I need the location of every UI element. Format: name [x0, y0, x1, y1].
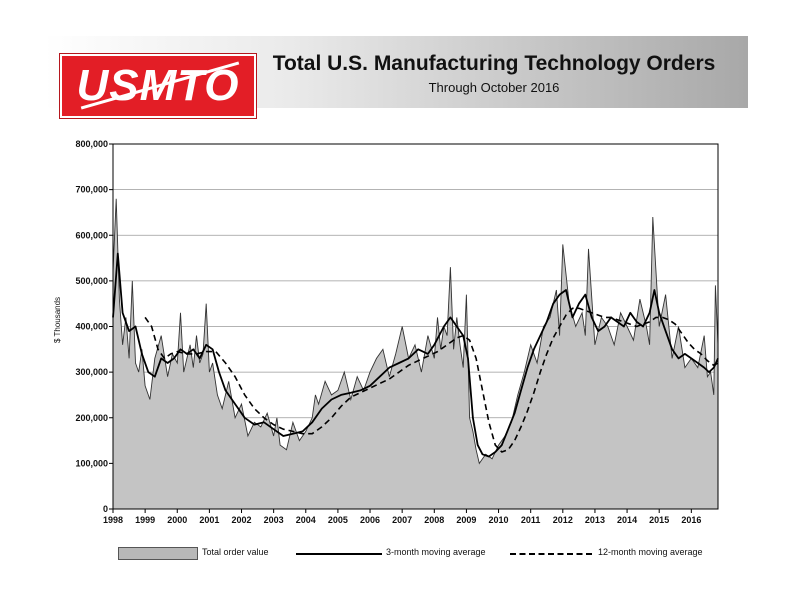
x-tick-label: 2007	[392, 515, 412, 525]
x-tick-label: 2010	[489, 515, 509, 525]
x-tick-label: 2014	[617, 515, 637, 525]
y-tick-label: 400,000	[75, 322, 108, 332]
x-axis-ticks: 1998 1999 2000 2001 2002 2003 2004 2005 2006 2007…	[103, 509, 701, 525]
legend-label-ma3: 3-month moving average	[386, 547, 486, 557]
y-tick-label: 500,000	[75, 276, 108, 286]
y-tick-label: 0	[103, 504, 108, 514]
x-tick-label: 1998	[103, 515, 123, 525]
legend-swatch-ma3	[296, 553, 382, 555]
x-tick-label: 2009	[456, 515, 476, 525]
x-tick-label: 2003	[264, 515, 284, 525]
series-3-month-ma	[112, 252, 719, 458]
legend-label-ma12: 12-month moving average	[598, 547, 703, 557]
y-tick-label: 800,000	[75, 139, 108, 149]
legend-label-total: Total order value	[202, 547, 269, 557]
series-total-order-line	[112, 198, 719, 465]
x-tick-label: 2000	[167, 515, 187, 525]
y-tick-label: 300,000	[75, 367, 108, 377]
x-tick-label: 2015	[649, 515, 669, 525]
x-tick-label: 2004	[296, 515, 316, 525]
legend-swatch-ma12	[510, 553, 592, 555]
chart-title: Total U.S. Manufacturing Technology Orde…	[272, 52, 716, 75]
area-layer	[112, 198, 719, 510]
x-tick-label: 2012	[553, 515, 573, 525]
x-tick-label: 2013	[585, 515, 605, 525]
y-tick-label: 600,000	[75, 230, 108, 240]
x-tick-label: 2006	[360, 515, 380, 525]
legend-swatch-total	[118, 547, 198, 560]
x-tick-label: 2001	[199, 515, 219, 525]
x-tick-label: 2005	[328, 515, 348, 525]
y-tick-label: 700,000	[75, 185, 108, 195]
chart-subtitle: Through October 2016	[428, 80, 560, 95]
y-axis-label: $ Thousands	[53, 297, 62, 343]
series-12-month-ma	[144, 307, 719, 453]
x-tick-label: 2008	[424, 515, 444, 525]
series-total-order-area	[113, 198, 718, 510]
x-tick-label: 2002	[232, 515, 252, 525]
x-tick-label: 2011	[521, 515, 541, 525]
x-tick-label: 2016	[681, 515, 701, 525]
y-tick-label: 100,000	[75, 458, 108, 468]
legend: Total order value 3-month moving average…	[0, 544, 792, 564]
x-tick-label: 1999	[135, 515, 155, 525]
y-tick-label: 200,000	[75, 413, 108, 423]
line-layer	[112, 252, 719, 458]
y-axis-ticks: 0 100,000 200,000 300,000 400,000 500,000 600,…	[75, 139, 113, 514]
usmto-logo: USMTO	[60, 54, 256, 118]
